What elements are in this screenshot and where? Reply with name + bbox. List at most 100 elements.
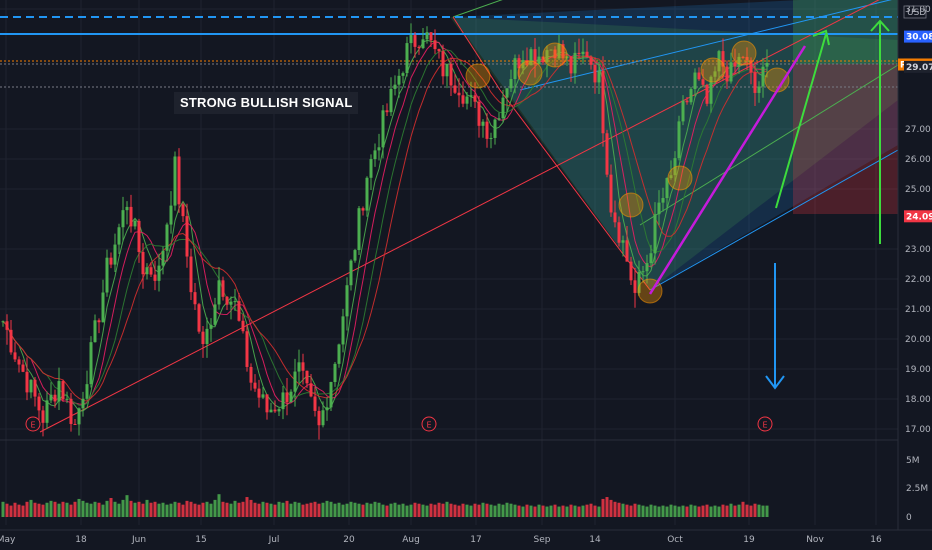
volume-bar [233,500,237,517]
volume-bar [509,503,513,517]
currency-label: USD [907,8,926,18]
volume-bar [257,503,261,517]
volume-bar [393,502,397,517]
volume-bar [453,504,457,517]
volume-bar [513,504,517,517]
volume-bar [9,505,13,517]
volume-bar [437,502,441,517]
candle-body [461,95,465,104]
volume-bar [49,500,53,517]
volume-bar [129,500,133,517]
pattern-circle [465,63,491,89]
candle-body [121,210,125,228]
y-tick-label: 17.00 [905,425,931,435]
candle-body [581,51,585,55]
candle-body [337,344,341,364]
pattern-circle [542,42,568,68]
volume-bar [553,504,557,517]
x-tick-label: Jul [268,535,280,545]
volume-bar [441,503,445,517]
volume-bar [245,497,249,517]
volume-tick-label: 0 [906,513,912,523]
earnings-marker-label: E [30,421,35,430]
volume-bar [177,502,181,517]
volume-bar [97,502,101,517]
volume-bar [21,505,25,517]
volume-bar [661,505,665,517]
candle-body [473,95,477,102]
volume-bar [709,506,713,517]
volume-bar [321,502,325,517]
candle-body [345,285,349,317]
volume-bar [585,504,589,517]
green-arrow-head [812,29,830,46]
candle-body [269,409,273,413]
candle-body [209,324,213,329]
candle-body [297,362,301,372]
volume-bar [429,503,433,517]
candle-body [409,35,413,44]
volume-bar [761,505,765,517]
candle-body [105,257,109,293]
volume-bar [745,504,749,517]
price-badge-value: 24.09 [906,212,932,222]
candle-body [309,383,313,397]
candle-body [561,44,565,59]
candle-body [141,251,145,275]
x-tick-label: 14 [589,535,601,545]
candle-body [725,66,729,82]
volume-bar [125,495,129,517]
volume-bar [361,504,365,517]
candle-body [589,57,593,65]
candle-body [445,63,449,77]
candle-body [169,205,173,225]
price-badge-value: 30.08 [906,33,932,43]
y-tick-label: 26.00 [905,155,931,165]
volume-bar [65,502,69,517]
candle-body [689,89,693,103]
volume-bar [145,499,149,517]
x-tick-label: 18 [75,535,87,545]
volume-bar [613,501,617,517]
candle-body [613,212,617,223]
volume-bar [597,506,601,517]
volume-bar [157,503,161,517]
candle-body [637,272,641,293]
volume-bar [473,503,477,517]
candle-body [617,222,621,243]
volume-bar [737,504,741,517]
candle-body [69,398,73,424]
volume-bar [317,503,321,517]
candle-body [109,257,113,265]
volume-bar [285,500,289,517]
candle-body [1,321,5,323]
candle-body [469,95,473,97]
candle-body [53,394,57,402]
candle-body [57,381,61,402]
candle-body [397,75,401,85]
channel-line-blue-upper [519,0,892,91]
x-tick-label: Nov [806,535,824,545]
volume-bar [645,506,649,517]
candle-body [601,70,605,134]
volume-bar [593,505,597,517]
y-tick-label: 23.00 [905,245,931,255]
candle-body [13,352,17,360]
volume-bar [625,504,629,517]
candle-body [369,159,373,178]
volume-bar [401,503,405,517]
candle-body [217,280,221,305]
candle-body [45,400,49,423]
earnings-marker [757,416,773,432]
volume-bar [273,504,277,517]
volume-bar [365,502,369,517]
candle-body [93,320,97,343]
volume-bar [153,501,157,517]
candle-body [401,73,405,76]
x-tick-label: 20 [343,535,355,545]
candle-body [353,250,357,261]
candle-body [569,56,573,74]
candle-body [149,267,153,275]
volume-bar [705,504,709,517]
